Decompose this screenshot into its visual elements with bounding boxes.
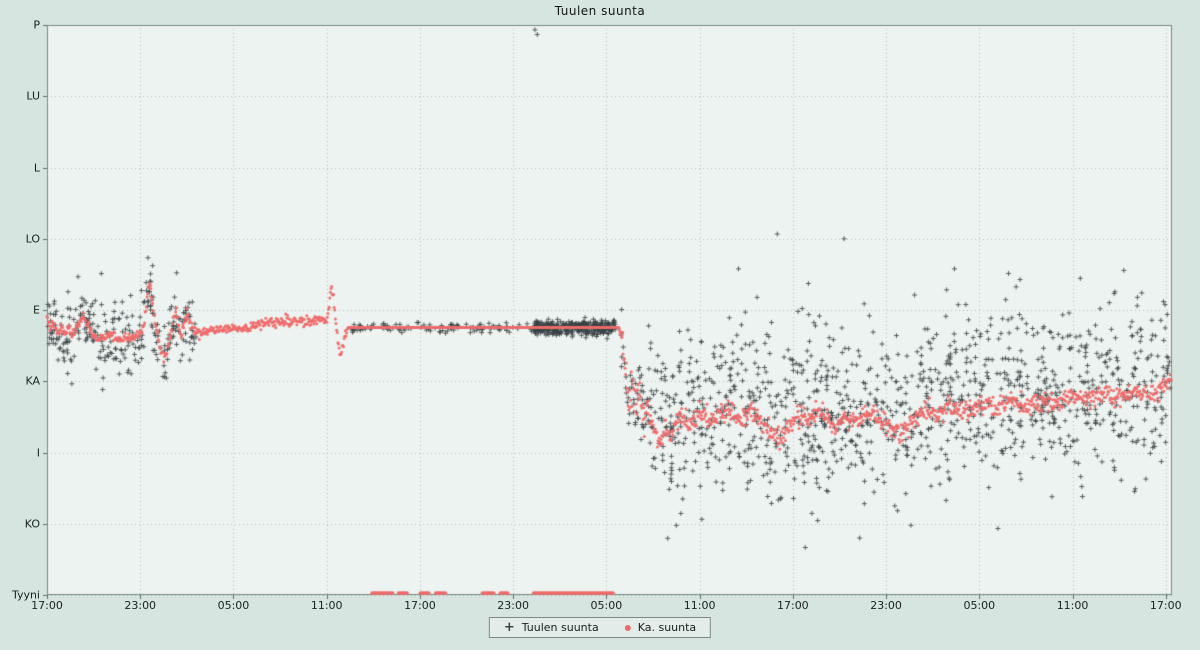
legend-item-wind-direction: + Tuulen suunta bbox=[503, 619, 599, 635]
y-tick-label: E bbox=[33, 303, 40, 317]
legend: + Tuulen suunta Ka. suunta bbox=[488, 617, 712, 638]
y-tick-label: I bbox=[36, 446, 40, 459]
y-tick-label: Tyyni bbox=[11, 588, 40, 602]
x-tick-label: 11:00 bbox=[683, 599, 716, 612]
y-tick-label: P bbox=[33, 18, 40, 32]
y-tick-label: LO bbox=[25, 232, 40, 246]
x-tick-label: 23:00 bbox=[870, 599, 902, 612]
y-tick-label: L bbox=[33, 161, 40, 174]
x-tick-label: 17:00 bbox=[31, 599, 63, 612]
dot-marker-icon bbox=[624, 624, 631, 631]
x-tick-label: 23:00 bbox=[497, 599, 529, 612]
y-tick-label: KO bbox=[24, 517, 40, 531]
x-tick-label: 05:00 bbox=[217, 599, 250, 612]
x-tick-label: 11:00 bbox=[1056, 599, 1089, 612]
x-tick-label: 05:00 bbox=[590, 599, 623, 612]
x-tick-label: 23:00 bbox=[124, 599, 157, 612]
x-tick-label: 17:00 bbox=[404, 599, 436, 612]
y-tick-label: KA bbox=[25, 374, 40, 388]
x-tick-label: 11:00 bbox=[310, 599, 343, 612]
y-tick-label: LU bbox=[26, 89, 40, 103]
x-tick-label: 05:00 bbox=[963, 599, 996, 612]
legend-item-avg-direction: Ka. suunta bbox=[624, 621, 697, 634]
legend-label-wind-direction: Tuulen suunta bbox=[521, 621, 599, 634]
plus-marker-icon: + bbox=[503, 619, 515, 635]
legend-label-avg-direction: Ka. suunta bbox=[637, 621, 697, 634]
x-tick-label: 17:00 bbox=[1149, 599, 1182, 612]
x-tick-label: 17:00 bbox=[776, 599, 809, 612]
